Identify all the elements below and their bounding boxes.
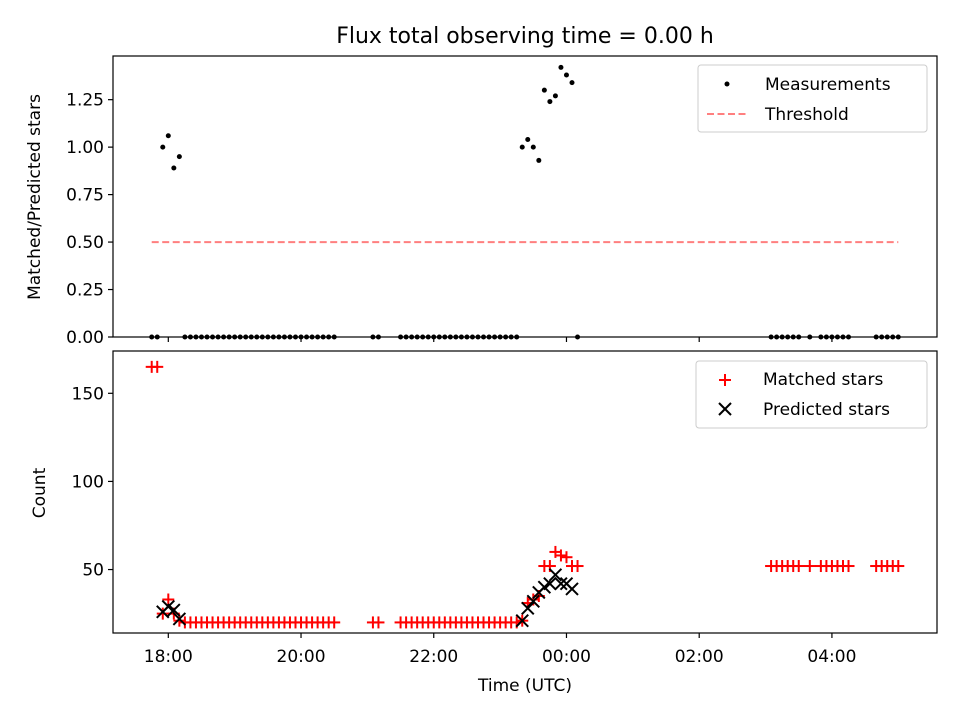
predicted-star-point (515, 613, 529, 628)
bottom-plot-frame (112, 350, 938, 634)
legend-measurements-label: Measurements (765, 75, 891, 95)
bottom-legend-box (695, 360, 928, 429)
measurement-point (530, 144, 536, 150)
chart-title: Flux total observing time = 0.00 h (336, 24, 714, 49)
top-y-tick-label: 0.00 (66, 328, 104, 348)
measurement-point (563, 72, 569, 78)
matched-star-point (792, 560, 805, 573)
measurement-point (558, 64, 564, 70)
measurement-point (541, 87, 547, 93)
matched-star-point (571, 560, 584, 573)
measurement-point (519, 144, 525, 150)
predicted-star-point (548, 568, 563, 582)
measurement-point (160, 144, 166, 150)
matched-star-point (842, 560, 855, 573)
measurement-point (165, 133, 171, 139)
predicted-star-point (167, 603, 181, 617)
legend-predicted-label: Predicted stars (763, 400, 890, 420)
x-tick-label: 22:00 (409, 647, 458, 667)
legend-matched-marker (719, 374, 731, 386)
measurement-point (536, 157, 542, 163)
x-tick-label: 20:00 (277, 647, 326, 667)
matched-star-point (803, 560, 816, 573)
measurement-point (569, 80, 575, 86)
predicted-star-point (521, 601, 535, 616)
top-y-tick-label: 1.00 (66, 138, 104, 158)
top-legend-box (697, 64, 928, 133)
x-tick-label: 04:00 (807, 647, 856, 667)
matched-star-point (892, 560, 905, 573)
top-y-tick-label: 1.25 (66, 91, 104, 111)
top-y-axis-label: Matched/Predicted stars (25, 94, 45, 300)
measurement-point (547, 99, 553, 105)
matched-star-point (372, 616, 385, 629)
predicted-star-point (565, 582, 579, 596)
top-legend: Measurements Threshold (697, 64, 928, 133)
x-axis-label: Time (UTC) (477, 676, 572, 696)
x-tick-label: 18:00 (144, 647, 193, 667)
legend-predicted-marker (718, 402, 732, 416)
legend-threshold-label: Threshold (764, 105, 849, 125)
predicted-star-point (554, 576, 568, 591)
matched-star-point (173, 614, 186, 627)
matched-star-point (156, 607, 169, 620)
matched-star-point (162, 593, 175, 606)
bottom-y-tick-label: 100 (72, 472, 104, 492)
x-tick-label: 00:00 (542, 647, 591, 667)
predicted-star-point (543, 576, 557, 591)
predicted-star-point (526, 594, 541, 608)
measurement-point (176, 154, 182, 160)
legend-measurements-marker (724, 81, 730, 87)
measurement-point (171, 165, 177, 171)
matched-star-point (560, 551, 573, 564)
measurement-point (552, 93, 558, 99)
legend-matched-label: Matched stars (763, 370, 883, 390)
top-plot-frame (112, 55, 938, 338)
top-y-tick-label: 0.50 (66, 233, 104, 253)
matched-star-point (554, 549, 567, 562)
measurement-point (525, 137, 531, 143)
x-tick-label: 02:00 (675, 647, 724, 667)
matched-star-point (328, 616, 341, 629)
top-panel: 0.00 0.25 0.50 0.75 1.00 1.25 Matched/Predict… (25, 55, 938, 348)
matched-star-point (151, 360, 164, 373)
bottom-y-tick-label: 150 (72, 384, 104, 404)
top-y-tick-label: 0.75 (66, 186, 104, 206)
bottom-legend: Matched stars Predicted stars (695, 360, 928, 429)
bottom-y-axis-label: Count (30, 467, 50, 518)
top-y-tick-label: 0.25 (66, 281, 104, 301)
predicted-star-point (172, 612, 187, 626)
bottom-y-tick-label: 50 (82, 561, 104, 581)
